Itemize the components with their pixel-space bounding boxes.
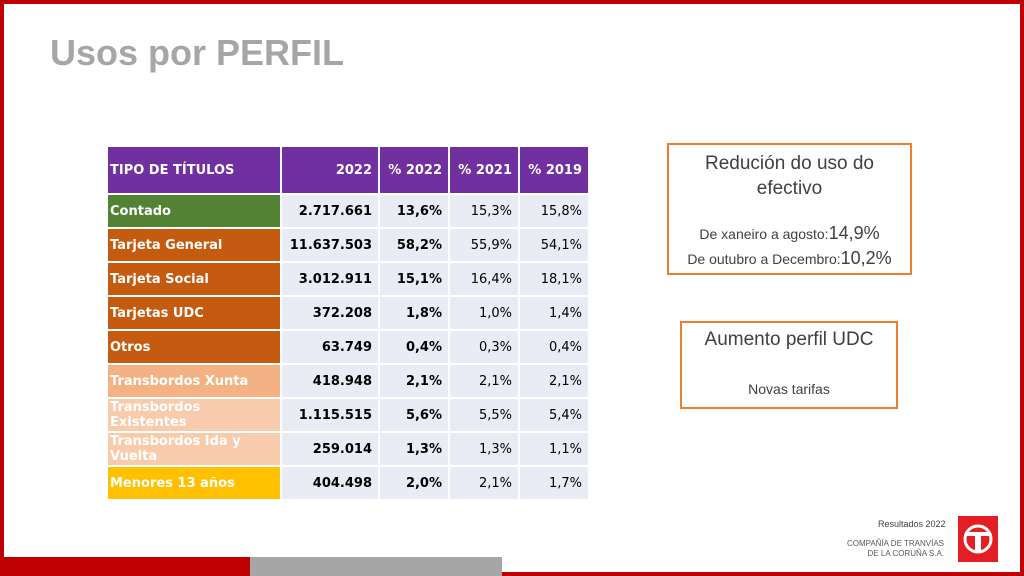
cell-pct-2022: 2,1%: [378, 363, 450, 399]
header-tipo: TIPO DE TÍTULOS: [106, 145, 282, 195]
udc-increase-sub: Novas tarifas: [748, 381, 830, 397]
usage-table: TIPO DE TÍTULOS 2022 % 2022 % 2021 % 201…: [106, 145, 590, 501]
cell-2022: 418.948: [280, 363, 380, 399]
company-line-1: COMPAÑÍA DE TRANVÍAS: [846, 539, 944, 548]
cell-2022: 1.115.515: [280, 397, 380, 433]
row-label: Transbordos Xunta: [106, 363, 282, 399]
udc-increase-box: Aumento perfil UDC Novas tarifas: [680, 321, 898, 409]
cell-pct-2021: 0,3%: [448, 329, 520, 365]
table-header-row: TIPO DE TÍTULOS 2022 % 2022 % 2021 % 201…: [106, 145, 590, 195]
cell-pct-2019: 1,1%: [518, 431, 590, 467]
cell-pct-2019: 1,4%: [518, 295, 590, 331]
cell-2022: 372.208: [280, 295, 380, 331]
table-row: Menores 13 años 404.498 2,0% 2,1% 1,7%: [106, 465, 590, 501]
cash-reduction-heading: Redución do uso do efectivo: [704, 153, 874, 199]
cell-2022: 11.637.503: [280, 227, 380, 263]
row-label: Contado: [106, 193, 282, 229]
footer-bar-red-thin: [502, 572, 1024, 576]
udc-increase-heading: Aumento perfil UDC: [704, 329, 874, 350]
line2-value: 10,2%: [840, 248, 892, 268]
cell-pct-2019: 0,4%: [518, 329, 590, 365]
table-row: Transbordos Ida y Vuelta 259.014 1,3% 1,3% 1…: [106, 431, 590, 467]
cash-reduction-box: Redución do uso do efectivo De xaneiro a…: [667, 143, 912, 275]
cash-reduction-line-1: De xaneiro a agosto:14,9%: [669, 223, 910, 244]
header-pct-2019: % 2019: [518, 145, 590, 195]
cell-pct-2022: 2,0%: [378, 465, 450, 501]
cell-pct-2021: 15,3%: [448, 193, 520, 229]
footer-results: Resultados 2022: [878, 519, 946, 529]
footer-company: COMPAÑÍA DE TRANVÍAS DE LA CORUÑA S.A.: [846, 539, 944, 559]
row-label: Otros: [106, 329, 282, 365]
cell-pct-2021: 2,1%: [448, 465, 520, 501]
cell-pct-2022: 13,6%: [378, 193, 450, 229]
cell-pct-2022: 1,3%: [378, 431, 450, 467]
cell-pct-2022: 15,1%: [378, 261, 450, 297]
table-row: Transbordos Xunta 418.948 2,1% 2,1% 2,1%: [106, 363, 590, 399]
cell-pct-2019: 5,4%: [518, 397, 590, 433]
cell-pct-2019: 54,1%: [518, 227, 590, 263]
cell-pct-2021: 1,0%: [448, 295, 520, 331]
table-row: Transbordos Existentes 1.115.515 5,6% 5,5% 5…: [106, 397, 590, 433]
table-row: Contado 2.717.661 13,6% 15,3% 15,8%: [106, 193, 590, 229]
cell-pct-2021: 16,4%: [448, 261, 520, 297]
cell-2022: 63.749: [280, 329, 380, 365]
cell-2022: 2.717.661: [280, 193, 380, 229]
row-label: Tarjetas UDC: [106, 295, 282, 331]
table-row: Otros 63.749 0,4% 0,3% 0,4%: [106, 329, 590, 365]
header-pct-2021: % 2021: [448, 145, 520, 195]
cell-2022: 404.498: [280, 465, 380, 501]
cell-2022: 259.014: [280, 431, 380, 467]
cell-pct-2021: 55,9%: [448, 227, 520, 263]
footer-bar-grey: [250, 557, 502, 576]
cell-pct-2019: 18,1%: [518, 261, 590, 297]
cell-pct-2022: 5,6%: [378, 397, 450, 433]
header-2022: 2022: [280, 145, 380, 195]
header-pct-2022: % 2022: [378, 145, 450, 195]
table-row: Tarjetas UDC 372.208 1,8% 1,0% 1,4%: [106, 295, 590, 331]
cell-pct-2019: 15,8%: [518, 193, 590, 229]
row-label: Tarjeta Social: [106, 261, 282, 297]
cell-pct-2022: 0,4%: [378, 329, 450, 365]
cell-pct-2021: 2,1%: [448, 363, 520, 399]
line2-text: De outubro a Decembro:: [687, 251, 841, 267]
cell-pct-2022: 1,8%: [378, 295, 450, 331]
cell-pct-2019: 2,1%: [518, 363, 590, 399]
line1-value: 14,9%: [828, 223, 880, 243]
row-label: Menores 13 años: [106, 465, 282, 501]
table-row: Tarjeta General 11.637.503 58,2% 55,9% 54,1%: [106, 227, 590, 263]
footer-bar-red: [0, 557, 250, 576]
row-label: Transbordos Ida y Vuelta: [106, 431, 282, 467]
line1-text: De xaneiro a agosto:: [699, 226, 829, 242]
cell-pct-2022: 58,2%: [378, 227, 450, 263]
cell-pct-2019: 1,7%: [518, 465, 590, 501]
row-label: Transbordos Existentes: [106, 397, 282, 433]
company-line-2: DE LA CORUÑA S.A.: [867, 549, 944, 558]
slide-title: Usos por PERFIL: [50, 32, 345, 73]
tranvias-logo-icon: [958, 516, 998, 562]
cell-pct-2021: 5,5%: [448, 397, 520, 433]
cell-2022: 3.012.911: [280, 261, 380, 297]
cash-reduction-line-2: De outubro a Decembro:10,2%: [669, 248, 910, 269]
row-label: Tarjeta General: [106, 227, 282, 263]
table-row: Tarjeta Social 3.012.911 15,1% 16,4% 18,1%: [106, 261, 590, 297]
cell-pct-2021: 1,3%: [448, 431, 520, 467]
